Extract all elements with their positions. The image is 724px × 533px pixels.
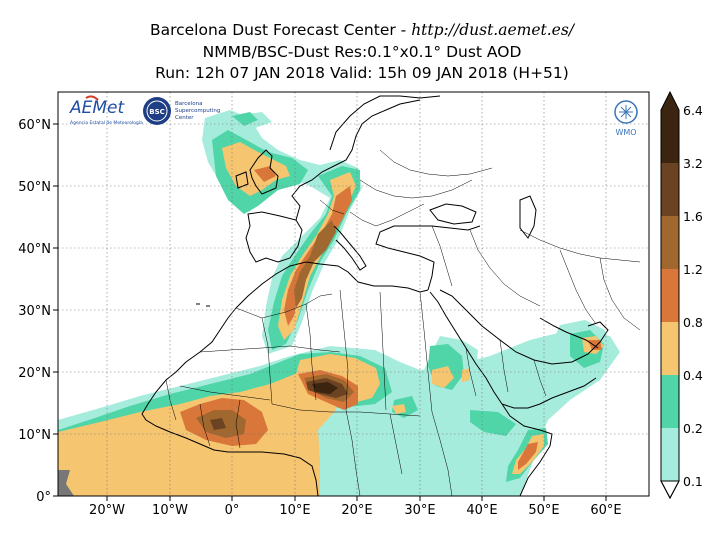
x-tick-label: 0°	[225, 503, 240, 518]
wmo-emblem-rays	[619, 105, 633, 119]
colorbar-swatch	[661, 428, 679, 481]
colorbar-bottom-arrow	[660, 480, 680, 500]
y-tick-label: 0°	[36, 490, 51, 505]
x-axis-labels: 20°W 10°W 0° 10°E 20°E 30°E 40°E 50°E 60…	[89, 503, 622, 518]
x-tick-label: 10°W	[152, 503, 188, 518]
wmo-emblem	[614, 100, 638, 124]
title-line-2: NMMB/BSC-Dust Res:0.1°x0.1° Dust AOD	[202, 43, 522, 61]
colorbar-label: 0.1	[683, 474, 703, 489]
colorbar-label: 0.8	[683, 315, 703, 330]
graticule	[58, 92, 649, 496]
aemet-logo-swoosh	[85, 95, 99, 101]
country-borders	[165, 149, 641, 496]
colorbar-outline	[660, 90, 680, 500]
bsc-logo-sub3: Center	[175, 115, 194, 121]
y-tick-label: 60°N	[18, 118, 51, 133]
aemet-logo: AEMet Agencia Estatal de Meteorología	[69, 95, 143, 126]
colorbar-swatch	[661, 269, 679, 322]
x-tick-label: 40°E	[466, 503, 497, 518]
colorbar-label: 1.2	[683, 262, 703, 277]
no-data-region	[58, 470, 74, 496]
x-tick-label: 60°E	[590, 503, 621, 518]
y-tick-label: 50°N	[18, 180, 51, 195]
y-axis-labels: 60°N 50°N 40°N 30°N 20°N 10°N 0°	[18, 118, 51, 505]
colorbar-label: 0.4	[683, 368, 703, 383]
colorbar-top-arrow	[661, 92, 679, 110]
bsc-logo-ring	[146, 100, 168, 122]
bsc-logo: BSC Barcelona Supercomputing Center	[143, 97, 220, 125]
x-tick-label: 20°E	[341, 503, 372, 518]
x-tick-label: 20°W	[89, 503, 125, 518]
colorbar-swatch	[661, 375, 679, 428]
colorbar: 6.4 3.2 1.6 1.2 0.8 0.4 0.2 0.1	[660, 90, 703, 500]
x-tick-label: 50°E	[528, 503, 559, 518]
x-tick-label: 10°E	[279, 503, 310, 518]
wmo-logo-text: WMO	[615, 128, 636, 137]
colorbar-label: 6.4	[683, 103, 703, 118]
bsc-logo-text: BSC	[149, 108, 165, 116]
aemet-logo-subtitle: Agencia Estatal de Meteorología	[70, 119, 143, 126]
y-tick-label: 30°N	[18, 304, 51, 319]
y-tick-label: 10°N	[18, 428, 51, 443]
colorbar-swatch	[661, 110, 679, 163]
x-tick-label: 30°E	[404, 503, 435, 518]
colorbar-swatch	[661, 216, 679, 269]
y-tick-label: 20°N	[18, 366, 51, 381]
title-line-1: Barcelona Dust Forecast Center - http://…	[0, 20, 724, 40]
colorbar-labels: 6.4 3.2 1.6 1.2 0.8 0.4 0.2 0.1	[683, 103, 703, 489]
bsc-logo-sub1: Barcelona	[175, 101, 202, 107]
colorbar-swatch	[661, 163, 679, 216]
bsc-logo-sub2: Supercomputing	[175, 108, 220, 114]
title-url: http://dust.aemet.es/	[411, 21, 575, 39]
wmo-logo: WMO	[614, 100, 638, 137]
map-frame	[57, 91, 650, 497]
colorbar-swatch	[661, 322, 679, 375]
colorbar-label: 0.2	[683, 421, 703, 436]
y-tick-label: 40°N	[18, 242, 51, 257]
title-center-name: Barcelona Dust Forecast Center -	[149, 21, 412, 39]
tick-marks	[53, 123, 607, 501]
colorbar-label: 1.6	[683, 209, 703, 224]
title-line-3: Run: 12h 07 JAN 2018 Valid: 15h 09 JAN 2…	[155, 64, 569, 82]
colorbar-label: 3.2	[683, 156, 703, 171]
aemet-logo-text: AEMet	[69, 98, 125, 118]
